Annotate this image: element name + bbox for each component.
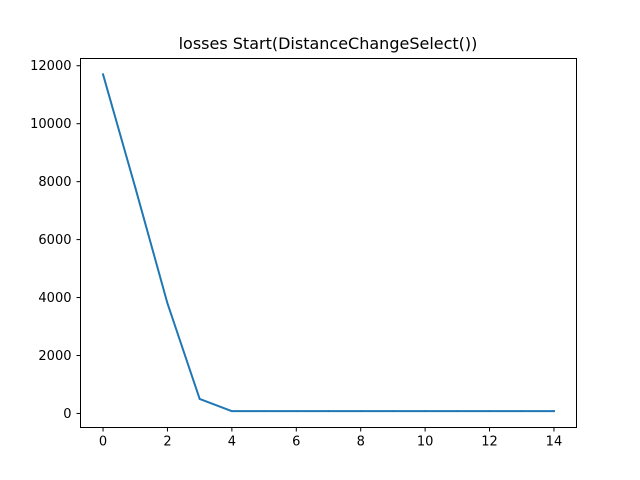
series-layer <box>101 73 555 413</box>
x-tick-label: 6 <box>292 435 300 450</box>
data-point <box>552 410 555 413</box>
data-point <box>230 410 233 413</box>
x-tick-label: 14 <box>546 435 563 450</box>
x-tick-label: 0 <box>99 435 107 450</box>
data-point <box>102 73 105 76</box>
y-tick-label: 0 <box>63 407 71 422</box>
data-point <box>263 410 266 413</box>
data-point <box>198 397 201 400</box>
plot-frame <box>80 58 577 428</box>
y-tick-label: 2000 <box>38 349 71 364</box>
data-point <box>134 186 137 189</box>
data-point <box>295 410 298 413</box>
data-point <box>166 302 169 305</box>
data-point <box>327 410 330 413</box>
y-tick-label: 4000 <box>38 291 71 306</box>
data-point <box>456 410 459 413</box>
y-tick-label: 10000 <box>30 117 71 132</box>
x-tick-label: 10 <box>417 435 434 450</box>
x-tick-label: 12 <box>481 435 498 450</box>
data-point <box>391 410 394 413</box>
y-tick-label: 12000 <box>30 59 71 74</box>
x-tick-label: 2 <box>163 435 171 450</box>
y-tick-label: 8000 <box>38 175 71 190</box>
chart-title: losses Start(DistanceChangeSelect()) <box>179 34 478 53</box>
data-point <box>488 410 491 413</box>
data-point <box>359 410 362 413</box>
axis-ticks: 0 2 4 6 8 10 12 14 0 2000 4000 6000 8000 10000 12000 <box>30 59 562 449</box>
data-point <box>520 410 523 413</box>
x-tick-label: 8 <box>357 435 365 450</box>
y-tick-label: 6000 <box>38 233 71 248</box>
x-tick-label: 4 <box>228 435 236 450</box>
data-point <box>424 410 427 413</box>
series-line <box>101 73 555 413</box>
